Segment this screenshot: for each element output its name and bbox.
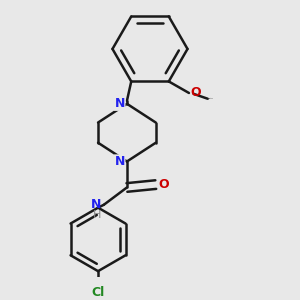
Text: O: O (190, 86, 201, 100)
Text: H: H (93, 210, 102, 220)
Text: Cl: Cl (92, 286, 105, 298)
Text: O: O (159, 178, 169, 191)
Text: N: N (91, 198, 101, 211)
Text: N: N (115, 97, 125, 110)
Text: N: N (115, 155, 125, 168)
Text: methyl: methyl (208, 98, 214, 99)
